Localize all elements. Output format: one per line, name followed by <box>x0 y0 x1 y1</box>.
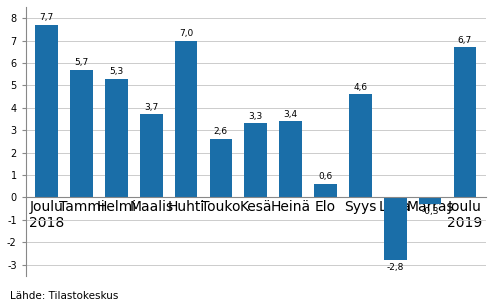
Text: 7,7: 7,7 <box>39 13 54 22</box>
Text: Lähde: Tilastokeskus: Lähde: Tilastokeskus <box>10 291 118 301</box>
Text: -2,8: -2,8 <box>387 263 404 272</box>
Bar <box>210 139 232 197</box>
Bar <box>314 184 337 197</box>
Bar <box>35 25 58 197</box>
Bar <box>105 79 128 197</box>
Text: 4,6: 4,6 <box>353 83 367 92</box>
Bar <box>349 94 372 197</box>
Text: 3,3: 3,3 <box>248 112 263 121</box>
Text: 0,6: 0,6 <box>318 172 333 181</box>
Bar <box>175 40 197 197</box>
Text: 5,3: 5,3 <box>109 67 123 76</box>
Text: 2,6: 2,6 <box>214 127 228 136</box>
Bar <box>384 197 407 260</box>
Bar <box>454 47 476 197</box>
Bar <box>140 115 163 197</box>
Text: 3,4: 3,4 <box>283 109 298 119</box>
Text: -0,3: -0,3 <box>422 207 439 216</box>
Text: 6,7: 6,7 <box>458 36 472 45</box>
Bar <box>245 123 267 197</box>
Text: 7,0: 7,0 <box>179 29 193 38</box>
Bar <box>280 121 302 197</box>
Text: 3,7: 3,7 <box>144 103 158 112</box>
Text: 5,7: 5,7 <box>74 58 89 67</box>
Bar <box>70 70 93 197</box>
Bar <box>419 197 441 204</box>
